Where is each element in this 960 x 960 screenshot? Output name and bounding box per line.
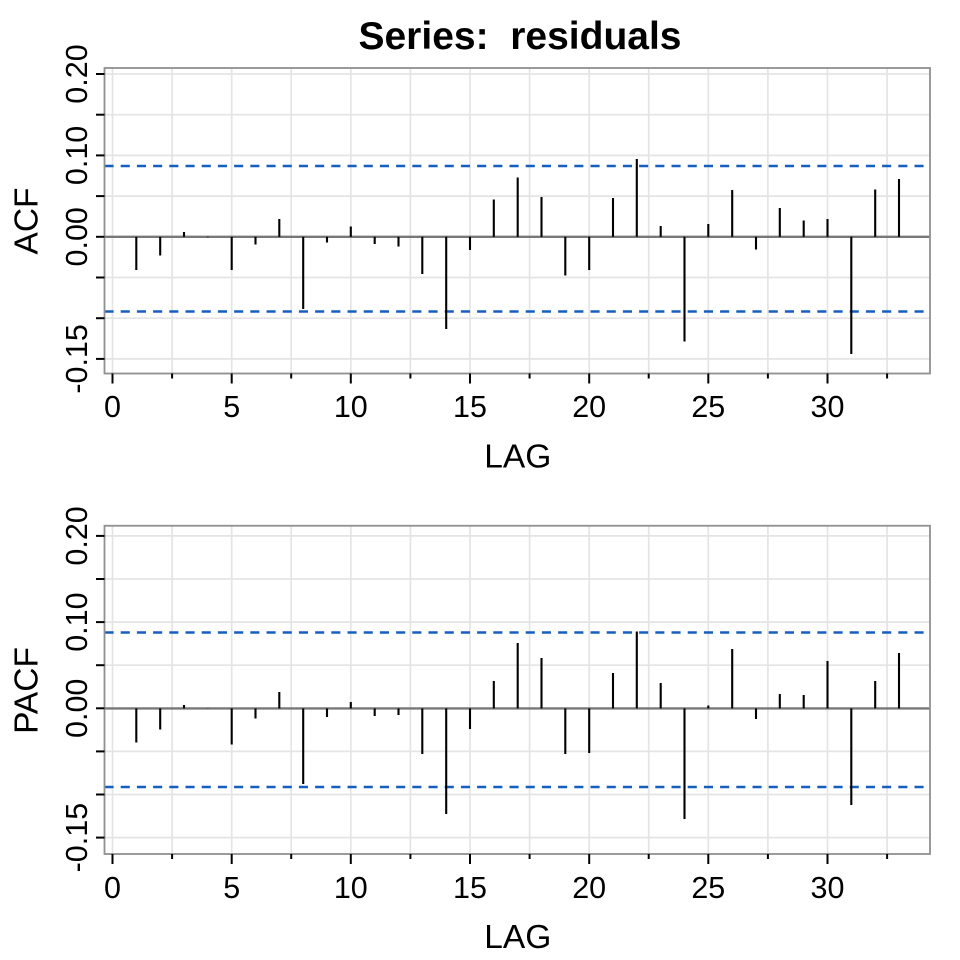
svg-text:ACF: ACF	[9, 188, 46, 255]
svg-text:0.10: 0.10	[60, 592, 94, 651]
svg-text:10: 10	[334, 390, 368, 424]
svg-text:LAG: LAG	[484, 439, 551, 476]
svg-text:25: 25	[691, 390, 725, 424]
svg-text:15: 15	[453, 871, 487, 905]
svg-text:0.20: 0.20	[60, 506, 94, 565]
svg-text:0: 0	[104, 390, 121, 424]
svg-text:20: 20	[572, 871, 606, 905]
svg-text:-0.15: -0.15	[60, 803, 94, 873]
svg-text:0.20: 0.20	[60, 44, 94, 103]
svg-text:LAG: LAG	[484, 919, 551, 956]
svg-text:25: 25	[691, 871, 725, 905]
svg-text:0.00: 0.00	[60, 207, 94, 266]
svg-text:Series: residuals: Series: residuals	[358, 15, 681, 58]
svg-text:0.10: 0.10	[60, 126, 94, 185]
svg-text:20: 20	[572, 390, 606, 424]
svg-text:5: 5	[223, 390, 240, 424]
svg-text:30: 30	[811, 871, 845, 905]
svg-text:0: 0	[104, 871, 121, 905]
svg-text:10: 10	[334, 871, 368, 905]
svg-text:5: 5	[223, 871, 240, 905]
svg-text:30: 30	[811, 390, 845, 424]
svg-text:0.00: 0.00	[60, 679, 94, 738]
svg-text:15: 15	[453, 390, 487, 424]
svg-text:PACF: PACF	[9, 647, 46, 734]
svg-text:-0.15: -0.15	[60, 324, 94, 394]
